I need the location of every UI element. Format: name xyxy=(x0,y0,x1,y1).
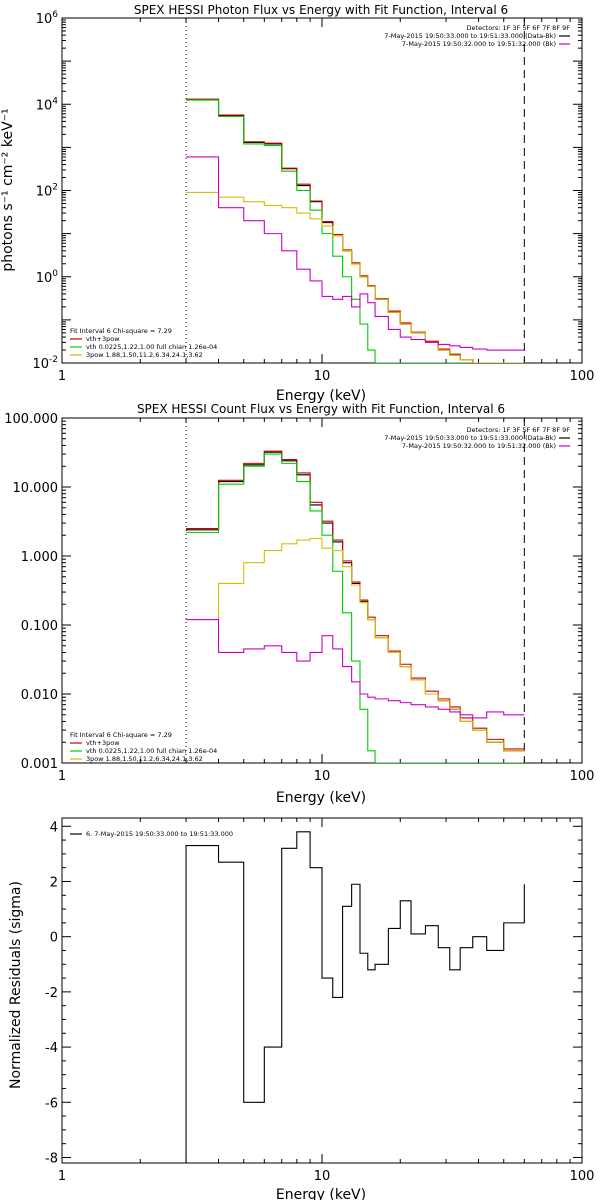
count-flux-legend-detectors: Detectors: 1F 3F 5F 6F 7F 8F 9F xyxy=(467,426,571,434)
y-tick-label: -2 xyxy=(45,986,58,1001)
y-tick-label: 102 xyxy=(36,183,58,200)
x-tick-label: 1 xyxy=(58,369,66,384)
series-4-histogram xyxy=(186,537,525,752)
y-tick-label: 10-2 xyxy=(32,355,58,372)
x-tick-label: 10 xyxy=(314,769,331,784)
count-flux-legend-3pow: 3pow 1.88,1.50,11.2,6.34,24.1,3.62 xyxy=(86,755,203,763)
residuals-ylabel: Normalized Residuals (sigma) xyxy=(8,881,24,1089)
y-tick-label: 10.000 xyxy=(13,481,59,496)
count-flux-legend-vth3pow: vth+3pow xyxy=(86,739,120,747)
x-tick-label: 10 xyxy=(314,1169,331,1184)
photon-flux-title: SPEX HESSI Photon Flux vs Energy with Fi… xyxy=(134,3,508,17)
series-5-histogram xyxy=(186,156,525,351)
photon-flux-ylabel: photons s⁻¹ cm⁻² keV⁻¹ xyxy=(0,108,16,271)
count-flux-legend-data-bk: 7-May-2015 19:50:33.000 to 19:51:33.000 … xyxy=(384,434,556,442)
y-tick-label: 100 xyxy=(36,269,59,286)
photon-flux-legend-3pow: 3pow 1.88,1.50,11.2,6.34,24.1,3.62 xyxy=(86,351,203,359)
count-flux-legend-fit-title: Fit Interval 6 Chi-square = 7.29 xyxy=(70,731,172,739)
x-tick-label: 1 xyxy=(58,1169,66,1184)
residuals-panel: Energy (keV) Normalized Residuals (sigma… xyxy=(8,830,366,1200)
series-1-histogram xyxy=(185,831,525,1163)
y-tick-label: 104 xyxy=(36,96,59,113)
y-tick-label: 0 xyxy=(50,931,58,946)
panel-2-marks: 1 10 100 0.001 0.010 0.100 1.000 10.000 100.000 xyxy=(4,412,594,784)
series-3-histogram xyxy=(186,99,525,363)
photon-flux-xlabel: Energy (keV) xyxy=(276,388,366,404)
residuals-xlabel: Energy (keV) xyxy=(276,1187,366,1200)
y-tick-label: 0.100 xyxy=(21,619,58,634)
series-5-histogram xyxy=(186,618,525,719)
series-4-histogram xyxy=(186,191,525,363)
y-tick-label: 106 xyxy=(36,10,59,27)
y-tick-label: -6 xyxy=(45,1096,58,1111)
panel-1-marks: 1 10 100 10-2 100 102 104 106 xyxy=(32,10,594,384)
panel-3-marks: 1 10 100 4 2 0 -2 -4 -6 -8 xyxy=(45,817,595,1184)
y-tick-label: -4 xyxy=(45,1041,58,1056)
count-flux-legend-bk: 7-May-2015 19:50:32.000 to 19:51:32.000 … xyxy=(402,442,556,450)
y-tick-label: 100.000 xyxy=(4,412,58,427)
photon-flux-legend-data-bk: 7-May-2015 19:50:33.000 to 19:51:33.000 … xyxy=(384,32,556,40)
photon-flux-panel: SPEX HESSI Photon Flux vs Energy with Fi… xyxy=(0,3,570,404)
photon-flux-legend-vth: vth 0.0225,1.22,1.00 full chian 1.26e-04 xyxy=(86,343,217,351)
photon-flux-legend-bk: 7-May-2015 19:50:32.000 to 19:51:32.000 … xyxy=(402,40,556,48)
x-tick-label: 1 xyxy=(58,769,66,784)
y-tick-label: -8 xyxy=(45,1151,58,1166)
photon-flux-legend-detectors: Detectors: 1F 3F 5F 6F 7F 8F 9F xyxy=(467,24,571,32)
x-tick-label: 10 xyxy=(314,369,331,384)
x-tick-label: 100 xyxy=(570,369,595,384)
y-tick-label: 4 xyxy=(50,820,58,835)
residuals-legend-interval: 6. 7-May-2015 19:50:33.000 to 19:51:33.0… xyxy=(86,830,233,838)
x-tick-label: 100 xyxy=(570,769,595,784)
y-tick-label: 2 xyxy=(50,875,58,890)
x-tick-label: 100 xyxy=(570,1169,595,1184)
y-tick-label: 1.000 xyxy=(21,550,58,565)
y-tick-label: 0.001 xyxy=(21,757,58,772)
count-flux-title: SPEX HESSI Count Flux vs Energy with Fit… xyxy=(137,402,505,416)
photon-flux-legend-vth3pow: vth+3pow xyxy=(86,335,120,343)
series-3-histogram xyxy=(186,453,525,763)
count-flux-xlabel: Energy (keV) xyxy=(276,790,366,806)
count-flux-panel: SPEX HESSI Count Flux vs Energy with Fit… xyxy=(70,402,570,806)
count-flux-legend-vth: vth 0.0225,1.22,1.00 full chian 1.26e-04 xyxy=(86,747,217,755)
y-tick-label: 0.010 xyxy=(21,688,58,703)
photon-flux-legend-fit-title: Fit Interval 6 Chi-square = 7.29 xyxy=(70,327,172,335)
